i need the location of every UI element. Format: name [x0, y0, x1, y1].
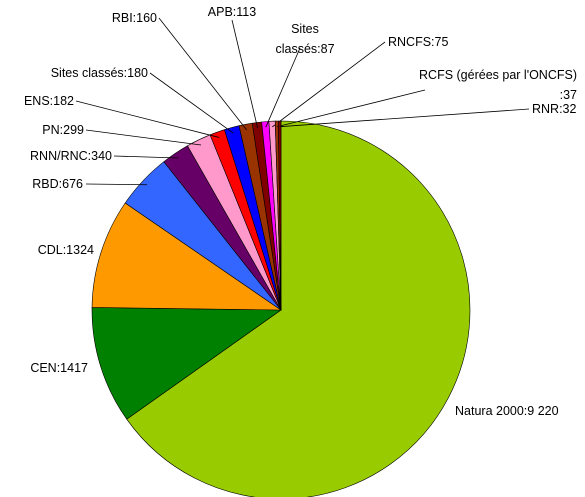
pie-slice: [278, 120, 282, 311]
leader-line: [231, 19, 259, 129]
slice-label: CEN:1417: [30, 361, 88, 375]
leader-line: [85, 129, 202, 146]
leader-line: [85, 183, 148, 186]
leader-line: [75, 100, 220, 138]
pie-slice: [91, 202, 282, 311]
slice-label: RNN/RNC:340: [30, 149, 112, 163]
slice-label: ENS:182: [23, 94, 74, 108]
slice-label: Sites classés:180: [50, 66, 148, 80]
leader-line: [279, 108, 530, 128]
slice-label: CDL:1324: [37, 243, 94, 257]
leader-line: [276, 89, 426, 128]
slice-label: RCFS (gérées par l'ONCFS) :37: [419, 68, 577, 102]
slice-label: RNCFS:75: [388, 35, 449, 49]
leader-line: [158, 17, 247, 131]
slice-label: RNR:32: [532, 102, 577, 116]
pie-slice: [126, 120, 471, 497]
slice-label: RBI:160: [111, 11, 157, 25]
slice-label: RBD:676: [32, 177, 83, 191]
slice-label: Sites classés:87: [275, 22, 335, 56]
slice-label: APB:113: [207, 5, 257, 19]
leader-line: [113, 155, 179, 159]
leader-line: [149, 72, 234, 134]
slice-label: PN:299: [42, 123, 84, 137]
leader-line: [265, 47, 301, 128]
leader-line: [272, 41, 386, 128]
slice-label: Natura 2000:9 220: [455, 404, 559, 418]
pie-slice: [91, 307, 282, 420]
